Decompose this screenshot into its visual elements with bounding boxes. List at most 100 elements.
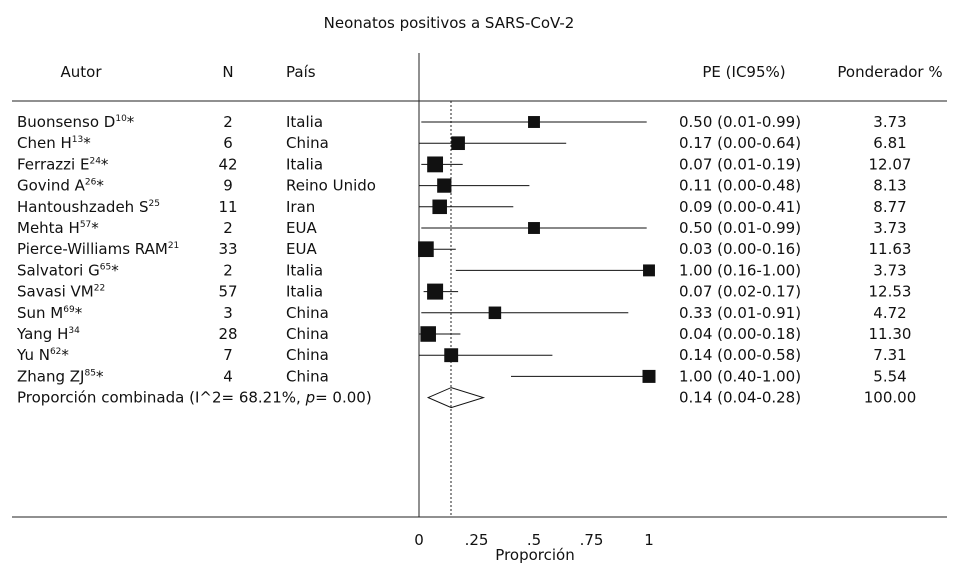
study-author: Zhang ZJ85* xyxy=(17,367,104,385)
study-row: Ferrazzi E24* 42 Italia 0.07 (0.01-0.19) 12.… xyxy=(17,155,911,173)
study-weight: 3.73 xyxy=(873,113,906,131)
column-headers: Autor N País PE (IC95%) Ponderador % xyxy=(61,63,943,81)
point-estimate-marker xyxy=(642,369,656,383)
study-author: Sun M69* xyxy=(17,304,83,322)
header-n: N xyxy=(222,63,233,81)
study-row: Mehta H57* 2 EUA 0.50 (0.01-0.99) 3.73 xyxy=(17,219,907,237)
study-reference: 34 xyxy=(68,326,80,336)
study-n: 57 xyxy=(218,283,237,301)
study-country: Reino Unido xyxy=(286,177,376,195)
study-ci-text: 0.33 (0.01-0.91) xyxy=(679,304,801,322)
pooled-label-suffix: = 0.00) xyxy=(315,389,372,407)
study-reference: 65 xyxy=(100,262,111,272)
study-author: Savasi VM22 xyxy=(17,283,105,301)
study-n: 2 xyxy=(223,261,233,279)
study-weight: 3.73 xyxy=(873,219,906,237)
study-star: * xyxy=(111,261,119,279)
study-n: 28 xyxy=(218,325,237,343)
chart-title: Neonatos positivos a SARS-CoV-2 xyxy=(324,14,575,32)
point-estimate-marker xyxy=(528,222,540,234)
pooled-diamond xyxy=(426,387,486,409)
study-rows: Buonsenso D10* 2 Italia 0.50 (0.01-0.99) 3.7… xyxy=(16,113,911,385)
study-ci-text: 1.00 (0.40-1.00) xyxy=(679,367,801,385)
x-tick-label: 0 xyxy=(414,531,424,549)
x-axis: 0 .25 .5 .75 1 xyxy=(414,531,654,549)
study-ci-text: 0.04 (0.00-0.18) xyxy=(679,325,801,343)
study-ci-text: 0.07 (0.01-0.19) xyxy=(679,155,801,173)
study-author: Yu N62* xyxy=(16,346,69,364)
study-reference: 26 xyxy=(85,178,97,188)
study-row: Salvatori G65* 2 Italia 1.00 (0.16-1.00) 3.7… xyxy=(17,261,907,279)
study-row: Yang H34 28 China 0.04 (0.00-0.18) 11.30 xyxy=(16,325,911,343)
study-country: Italia xyxy=(286,261,323,279)
study-n: 2 xyxy=(223,219,233,237)
point-estimate-marker xyxy=(427,156,444,173)
study-author: Yang H34 xyxy=(16,325,80,343)
study-author-name: Yu N xyxy=(16,346,50,364)
point-estimate-marker xyxy=(528,116,540,128)
study-row: Hantoushzadeh S25 11 Iran 0.09 (0.00-0.41) 8… xyxy=(17,198,907,216)
study-row: Yu N62* 7 China 0.14 (0.00-0.58) 7.31 xyxy=(16,346,907,364)
study-author-name: Buonsenso D xyxy=(17,113,115,131)
study-author: Pierce-Williams RAM21 xyxy=(17,240,179,258)
study-author-name: Govind A xyxy=(17,177,86,195)
study-row: Zhang ZJ85* 4 China 1.00 (0.40-1.00) 5.54 xyxy=(17,367,907,385)
study-author-name: Salvatori G xyxy=(17,261,100,279)
x-tick-label: .75 xyxy=(580,531,604,549)
pooled-label: Proporción combinada (I^2= 68.21%, p= 0.… xyxy=(17,389,372,407)
study-star: * xyxy=(61,346,69,364)
study-author-name: Sun M xyxy=(17,304,63,322)
pooled-label-prefix: Proporción combinada (I^2= 68.21%, xyxy=(17,389,306,407)
study-row: Chen H13* 6 China 0.17 (0.00-0.64) 6.81 xyxy=(17,134,907,152)
study-row: Pierce-Williams RAM21 33 EUA 0.03 (0.00-0.1… xyxy=(17,240,911,258)
study-ci-text: 1.00 (0.16-1.00) xyxy=(679,261,801,279)
study-author-name: Mehta H xyxy=(17,219,80,237)
study-author-name: Ferrazzi E xyxy=(17,155,89,173)
study-author: Chen H13* xyxy=(17,134,91,152)
study-country: Italia xyxy=(286,155,323,173)
study-reference: 10 xyxy=(115,114,127,124)
study-star: * xyxy=(101,155,109,173)
study-weight: 12.53 xyxy=(869,283,912,301)
study-country: China xyxy=(286,134,329,152)
study-weight: 5.54 xyxy=(873,367,906,385)
study-author: Salvatori G65* xyxy=(17,261,119,279)
point-estimate-marker xyxy=(418,241,434,258)
study-author-name: Pierce-Williams RAM xyxy=(17,240,168,258)
study-ci-text: 0.11 (0.00-0.48) xyxy=(679,177,801,195)
study-author: Mehta H57* xyxy=(17,219,99,237)
study-reference: 13 xyxy=(72,135,83,145)
point-estimate-marker xyxy=(427,283,444,300)
study-n: 42 xyxy=(218,155,237,173)
study-reference: 24 xyxy=(89,156,101,166)
header-author: Autor xyxy=(61,63,103,81)
study-reference: 62 xyxy=(50,347,61,357)
study-ci-text: 0.50 (0.01-0.99) xyxy=(679,219,801,237)
study-weight: 6.81 xyxy=(873,134,906,152)
study-author-name: Savasi VM xyxy=(17,283,94,301)
point-estimate-marker xyxy=(444,348,459,363)
pooled-ci-text: 0.14 (0.04-0.28) xyxy=(679,389,801,407)
study-row: Govind A26* 9 Reino Unido 0.11 (0.00-0.48) 8… xyxy=(17,177,907,195)
study-country: China xyxy=(286,325,329,343)
study-author: Hantoushzadeh S25 xyxy=(17,198,160,216)
study-reference: 85 xyxy=(84,368,95,378)
header-weight: Ponderador % xyxy=(837,63,942,81)
study-country: China xyxy=(286,367,329,385)
study-author-name: Hantoushzadeh S xyxy=(17,198,148,216)
study-ci-text: 0.07 (0.02-0.17) xyxy=(679,283,801,301)
header-country: País xyxy=(286,63,316,81)
study-country: Iran xyxy=(286,198,315,216)
study-author: Buonsenso D10* xyxy=(17,113,135,131)
study-ci-text: 0.50 (0.01-0.99) xyxy=(679,113,801,131)
study-country: China xyxy=(286,346,329,364)
study-star: * xyxy=(96,177,104,195)
study-n: 7 xyxy=(223,346,233,364)
study-author-name: Yang H xyxy=(16,325,68,343)
point-estimate-marker xyxy=(643,264,655,277)
point-estimate-marker xyxy=(451,136,465,151)
study-weight: 3.73 xyxy=(873,261,906,279)
study-n: 11 xyxy=(218,198,237,216)
study-weight: 12.07 xyxy=(869,155,912,173)
